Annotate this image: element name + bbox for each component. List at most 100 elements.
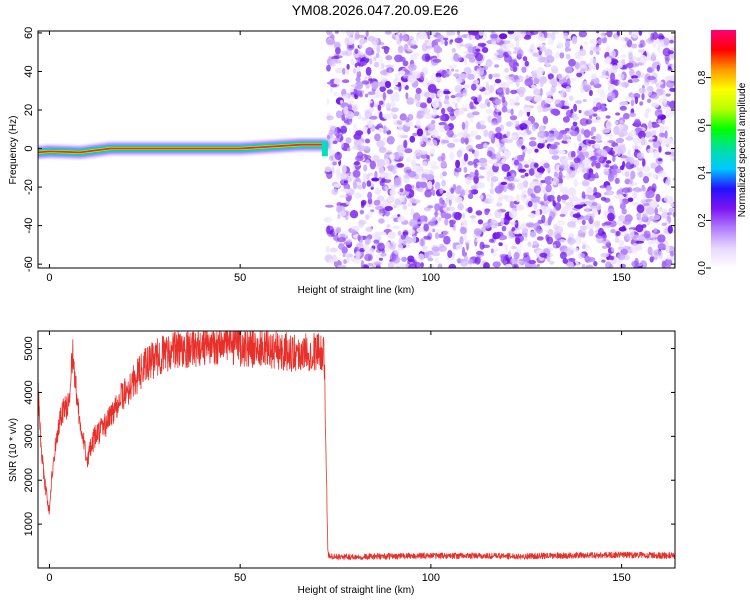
noise-speck bbox=[599, 185, 608, 189]
noise-speck bbox=[357, 144, 366, 152]
noise-speck bbox=[469, 171, 475, 178]
noise-speck bbox=[559, 164, 566, 169]
noise-speck bbox=[495, 132, 503, 140]
noise-speck bbox=[434, 257, 440, 264]
noise-speck bbox=[433, 77, 442, 82]
noise-speck bbox=[426, 97, 432, 104]
noise-speck bbox=[545, 205, 551, 213]
noise-speck bbox=[358, 243, 364, 248]
noise-speck bbox=[431, 100, 440, 109]
noise-speck bbox=[378, 146, 387, 154]
noise-speck bbox=[325, 204, 334, 208]
noise-speck bbox=[511, 120, 520, 127]
noise-speck bbox=[473, 150, 480, 159]
noise-speck bbox=[353, 192, 363, 199]
noise-speck bbox=[527, 200, 533, 208]
noise-speck bbox=[402, 60, 409, 67]
noise-speck bbox=[387, 195, 395, 204]
noise-speck bbox=[596, 88, 605, 94]
noise-speck bbox=[500, 217, 505, 226]
noise-speck bbox=[531, 197, 540, 203]
noise-speck bbox=[606, 31, 613, 38]
noise-speck bbox=[492, 56, 499, 61]
noise-speck bbox=[434, 181, 441, 190]
noise-speck bbox=[378, 257, 383, 261]
noise-speck bbox=[634, 118, 641, 128]
noise-speck bbox=[431, 189, 436, 197]
noise-speck bbox=[672, 177, 675, 181]
noise-speck bbox=[437, 135, 441, 140]
noise-speck bbox=[631, 93, 635, 101]
noise-speck bbox=[332, 161, 337, 166]
noise-speck bbox=[506, 109, 512, 114]
noise-speck bbox=[341, 31, 346, 35]
noise-speck bbox=[475, 210, 483, 216]
noise-speck bbox=[362, 117, 366, 121]
noise-speck bbox=[452, 138, 461, 143]
noise-speck bbox=[408, 263, 417, 268]
noise-speck bbox=[664, 137, 674, 145]
noise-speck bbox=[399, 113, 407, 121]
noise-speck bbox=[437, 156, 444, 162]
noise-speck bbox=[639, 54, 647, 64]
noise-speck bbox=[427, 221, 436, 226]
noise-speck bbox=[474, 256, 481, 265]
noise-speck bbox=[537, 130, 546, 139]
noise-speck bbox=[521, 120, 529, 124]
noise-speck bbox=[582, 159, 587, 167]
noise-speck bbox=[521, 161, 530, 165]
noise-speck bbox=[368, 78, 373, 82]
noise-speck bbox=[467, 206, 473, 214]
noise-speck bbox=[428, 160, 438, 167]
noise-speck bbox=[325, 245, 330, 253]
noise-speck bbox=[509, 182, 515, 191]
noise-speck bbox=[669, 87, 675, 92]
noise-speck bbox=[325, 225, 334, 235]
noise-speck bbox=[330, 86, 333, 94]
noise-speck bbox=[578, 48, 587, 57]
noise-speck bbox=[403, 139, 408, 149]
noise-speck bbox=[607, 212, 615, 222]
noise-speck bbox=[555, 225, 564, 235]
noise-speck bbox=[566, 261, 574, 268]
noise-speck bbox=[334, 59, 341, 64]
noise-speck bbox=[596, 114, 602, 124]
noise-speck bbox=[508, 250, 512, 258]
noise-speck bbox=[457, 108, 465, 115]
noise-speck bbox=[436, 52, 440, 58]
noise-speck bbox=[417, 31, 427, 40]
noise-speck bbox=[502, 185, 508, 193]
noise-speck bbox=[443, 235, 451, 245]
noise-speck bbox=[479, 166, 486, 170]
noise-speck bbox=[531, 73, 538, 78]
noise-speck bbox=[603, 168, 610, 176]
noise-speck bbox=[536, 74, 542, 79]
noise-speck bbox=[654, 109, 663, 117]
noise-speck bbox=[347, 104, 353, 112]
noise-speck bbox=[550, 85, 556, 94]
noise-speck bbox=[661, 209, 668, 213]
noise-speck bbox=[418, 181, 428, 189]
noise-speck bbox=[343, 241, 352, 245]
noise-speck bbox=[353, 139, 362, 147]
noise-speck bbox=[614, 80, 619, 87]
noise-speck bbox=[373, 199, 381, 206]
noise-speck bbox=[457, 202, 464, 211]
noise-speck bbox=[385, 31, 392, 35]
noise-speck bbox=[663, 37, 670, 46]
noise-speck bbox=[552, 177, 557, 185]
noise-speck bbox=[658, 98, 664, 104]
spectrogram-y-tick-label: 40 bbox=[23, 65, 35, 77]
noise-speck bbox=[515, 237, 521, 245]
noise-speck bbox=[670, 47, 675, 51]
noise-speck bbox=[451, 101, 456, 105]
noise-speck bbox=[466, 73, 475, 80]
noise-speck bbox=[513, 159, 520, 166]
noise-speck bbox=[607, 78, 611, 87]
noise-speck bbox=[464, 232, 468, 242]
noise-speck bbox=[543, 31, 548, 39]
noise-speck bbox=[485, 59, 493, 68]
noise-speck bbox=[368, 211, 373, 218]
noise-speck bbox=[346, 63, 350, 70]
noise-speck bbox=[631, 31, 639, 39]
